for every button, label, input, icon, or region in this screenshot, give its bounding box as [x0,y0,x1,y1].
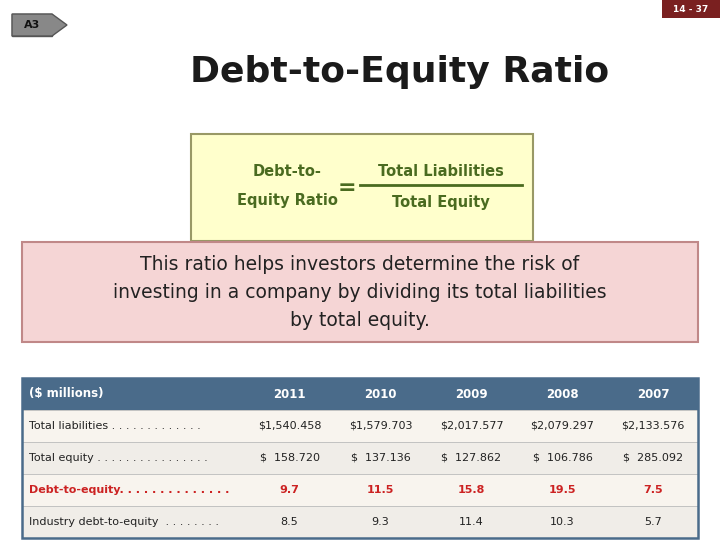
Text: $1,579.703: $1,579.703 [348,421,413,431]
Text: 9.3: 9.3 [372,517,390,527]
FancyBboxPatch shape [191,134,533,241]
Text: $  137.136: $ 137.136 [351,453,410,463]
Text: 10.3: 10.3 [550,517,575,527]
FancyBboxPatch shape [22,378,698,410]
Text: 2007: 2007 [636,388,670,401]
FancyArrow shape [12,14,67,36]
Text: A3: A3 [24,20,40,30]
Text: $  158.720: $ 158.720 [259,453,320,463]
Text: Debt-to-Equity Ratio: Debt-to-Equity Ratio [190,55,610,89]
Text: 19.5: 19.5 [549,485,576,495]
Text: This ratio helps investors determine the risk of
investing in a company by divid: This ratio helps investors determine the… [113,254,607,329]
Text: =: = [338,178,356,198]
Text: $2,017.577: $2,017.577 [440,421,503,431]
Text: 5.7: 5.7 [644,517,662,527]
Text: 8.5: 8.5 [281,517,298,527]
Text: $  127.862: $ 127.862 [441,453,502,463]
Text: 11.4: 11.4 [459,517,484,527]
FancyBboxPatch shape [662,0,720,18]
Text: 2009: 2009 [455,388,488,401]
Text: $1,540.458: $1,540.458 [258,421,321,431]
Text: 14 - 37: 14 - 37 [673,4,708,14]
FancyBboxPatch shape [22,474,698,506]
Text: $  285.092: $ 285.092 [623,453,683,463]
Text: Debt-to-: Debt-to- [253,165,321,179]
Text: Total equity . . . . . . . . . . . . . . . .: Total equity . . . . . . . . . . . . . .… [29,453,208,463]
Text: $2,133.576: $2,133.576 [621,421,685,431]
Text: $  106.786: $ 106.786 [533,453,593,463]
Text: 7.5: 7.5 [643,485,663,495]
Text: 2010: 2010 [364,388,397,401]
Text: Total liabilities . . . . . . . . . . . . .: Total liabilities . . . . . . . . . . . … [29,421,201,431]
Text: ($ millions): ($ millions) [29,388,104,401]
Text: 2011: 2011 [274,388,306,401]
Text: $2,079.297: $2,079.297 [531,421,595,431]
Text: Total Liabilities: Total Liabilities [378,165,504,179]
FancyBboxPatch shape [22,442,698,474]
FancyBboxPatch shape [22,242,698,342]
Text: 9.7: 9.7 [279,485,300,495]
FancyBboxPatch shape [12,14,52,36]
Text: 11.5: 11.5 [366,485,394,495]
FancyBboxPatch shape [22,506,698,538]
Text: Total Equity: Total Equity [392,194,490,210]
Text: 2008: 2008 [546,388,579,401]
Text: Equity Ratio: Equity Ratio [237,192,338,207]
Text: 15.8: 15.8 [458,485,485,495]
Text: Debt-to-equity. . . . . . . . . . . . . .: Debt-to-equity. . . . . . . . . . . . . … [29,485,230,495]
FancyBboxPatch shape [22,410,698,442]
Text: Industry debt-to-equity  . . . . . . . .: Industry debt-to-equity . . . . . . . . [29,517,219,527]
